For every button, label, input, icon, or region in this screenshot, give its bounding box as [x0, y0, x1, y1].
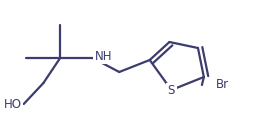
Text: S: S	[168, 84, 175, 98]
Text: Br: Br	[216, 79, 229, 91]
Text: NH: NH	[95, 50, 112, 62]
Text: HO: HO	[4, 98, 22, 111]
